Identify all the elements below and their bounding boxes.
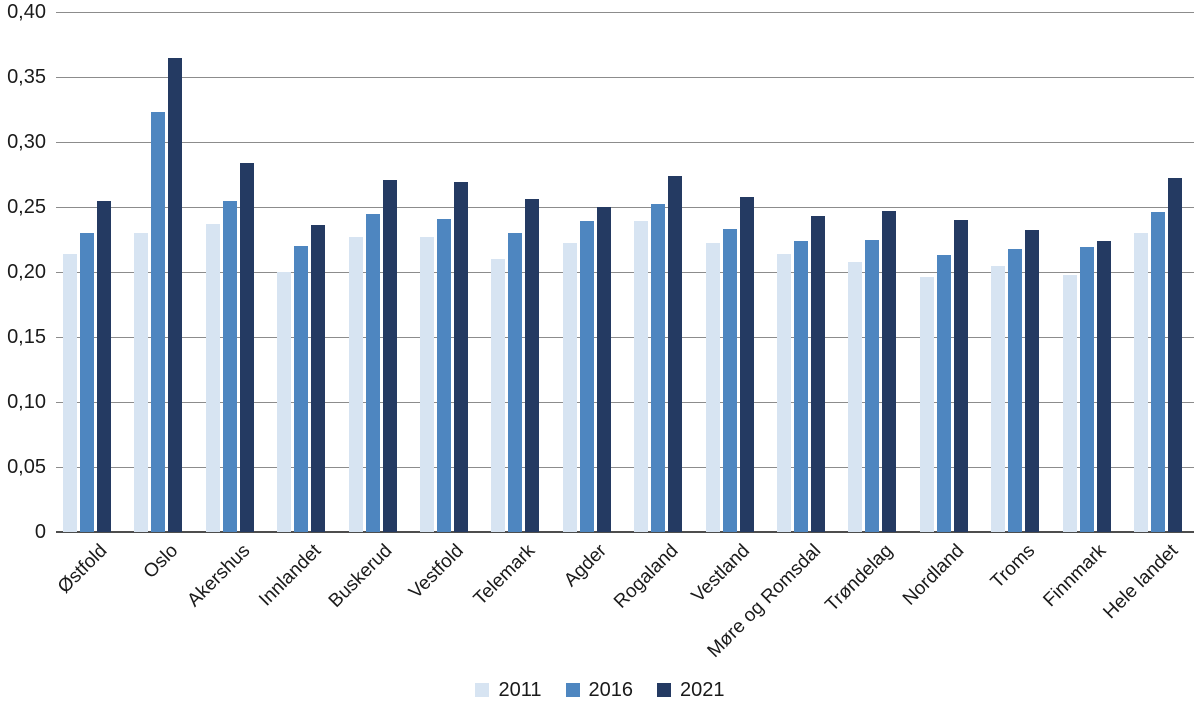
bar-2021-tr-ndelag <box>882 210 897 532</box>
bar-2011-hele-landet <box>1134 233 1148 532</box>
x-label-vestland: Vestland <box>687 540 754 607</box>
gridline-0,05 <box>56 467 1194 468</box>
legend-item-2021: 2021 <box>657 680 725 700</box>
bar-2011-troms <box>991 265 1006 532</box>
bar-2016-agder <box>579 221 594 532</box>
gridline-0,40 <box>56 12 1194 13</box>
bar-2016-m-re-og-romsdal <box>794 240 808 532</box>
bar-2011-nordland <box>919 277 934 532</box>
y-tick-label: 0,05 <box>7 456 46 478</box>
x-label-oslo: Oslo <box>140 540 183 583</box>
bar-2021-akershus <box>239 162 254 532</box>
bar-2011--stfold <box>63 253 77 532</box>
gridline-0,10 <box>56 402 1194 403</box>
bar-2021-finnmark <box>1096 240 1111 532</box>
bar-2016-hele-landet <box>1151 212 1165 532</box>
bar-2011-akershus <box>205 223 220 532</box>
legend-swatch-2021 <box>657 683 671 697</box>
bar-2021-troms <box>1025 230 1040 532</box>
y-tick-label: 0,35 <box>7 66 46 88</box>
legend-swatch-2016 <box>565 683 580 697</box>
bar-2016-vestland <box>722 229 737 532</box>
bar-2021-agder <box>596 207 611 532</box>
legend-label-2016: 2016 <box>588 679 634 701</box>
bar-2016--stfold <box>80 233 94 532</box>
legend: 2011 2016 2021 <box>0 680 1200 700</box>
bar-2011-tr-ndelag <box>848 261 863 532</box>
y-tick-label: 0,40 <box>7 1 46 23</box>
x-label-finnmark: Finnmark <box>1039 540 1111 612</box>
gridline-0,35 <box>56 77 1194 78</box>
legend-item-2016: 2016 <box>565 679 634 701</box>
bar-2011-vestland <box>705 243 720 532</box>
legend-swatch-2011 <box>475 683 490 697</box>
gridline-0,25 <box>56 207 1194 208</box>
bar-2021-rogaland <box>668 175 683 532</box>
y-tick-label: 0,25 <box>7 196 46 218</box>
gridline-0,20 <box>56 272 1194 273</box>
bar-2016-vestfold <box>437 218 451 532</box>
bar-2021-telemark <box>525 199 540 532</box>
bar-2021-oslo <box>168 57 183 532</box>
bar-2016-nordland <box>936 255 951 532</box>
legend-label-2021: 2021 <box>680 679 725 701</box>
bar-2016-rogaland <box>651 204 666 532</box>
bar-2011-vestfold <box>420 236 434 532</box>
bar-2016-oslo <box>151 112 166 532</box>
bar-2016-buskerud <box>365 213 380 532</box>
legend-label-2011: 2011 <box>498 679 542 701</box>
bar-2016-troms <box>1008 248 1023 532</box>
bar-2021-nordland <box>953 220 968 532</box>
x-label-telemark: Telemark <box>470 540 540 610</box>
y-tick-label: 0,15 <box>7 326 46 348</box>
bar-2021-hele-landet <box>1168 178 1182 532</box>
bar-2011-innlandet <box>277 272 292 532</box>
bar-2011-oslo <box>134 233 149 532</box>
bar-2016-tr-ndelag <box>865 239 880 532</box>
bar-2011-buskerud <box>348 236 363 532</box>
y-tick-label: 0,30 <box>7 131 46 153</box>
bar-2016-innlandet <box>294 246 309 532</box>
bar-2011-telemark <box>491 259 506 532</box>
gridline-0,15 <box>56 337 1194 338</box>
x-label--stfold: Østfold <box>53 540 112 598</box>
x-label-innlandet: Innlandet <box>255 540 326 611</box>
x-label-akershus: Akershus <box>183 540 254 612</box>
legend-item-2011: 2011 <box>475 679 542 701</box>
x-label-buskerud: Buskerud <box>325 540 397 612</box>
gridline-0,30 <box>56 142 1194 143</box>
y-tick-label: 0 <box>34 521 46 543</box>
x-label-rogaland: Rogaland <box>609 540 683 613</box>
bar-2021-buskerud <box>382 179 397 532</box>
x-label-agder: Agder <box>560 540 611 591</box>
x-label-tr-ndelag: Trøndelag <box>820 540 897 616</box>
bar-2011-rogaland <box>634 221 649 532</box>
bar-2021-m-re-og-romsdal <box>811 216 825 532</box>
bar-2011-m-re-og-romsdal <box>777 253 791 532</box>
bar-2016-akershus <box>222 200 237 532</box>
x-label-nordland: Nordland <box>898 540 968 610</box>
bar-2011-finnmark <box>1062 274 1077 532</box>
y-tick-label: 0,20 <box>7 261 46 283</box>
bar-2021--stfold <box>97 200 111 532</box>
x-label-hele-landet: Hele landet <box>1099 540 1183 624</box>
bar-2016-finnmark <box>1079 247 1094 532</box>
x-label-troms: Troms <box>986 540 1040 593</box>
x-axis-line <box>56 531 1194 533</box>
x-label-vestfold: Vestfold <box>405 540 469 603</box>
bar-2021-vestland <box>739 196 754 532</box>
plot-area <box>56 12 1194 533</box>
bar-2021-vestfold <box>454 182 468 532</box>
bar-2021-innlandet <box>311 225 326 532</box>
bar-2011-agder <box>562 243 577 532</box>
bar-2016-telemark <box>508 233 523 532</box>
y-tick-label: 0,10 <box>7 391 46 413</box>
